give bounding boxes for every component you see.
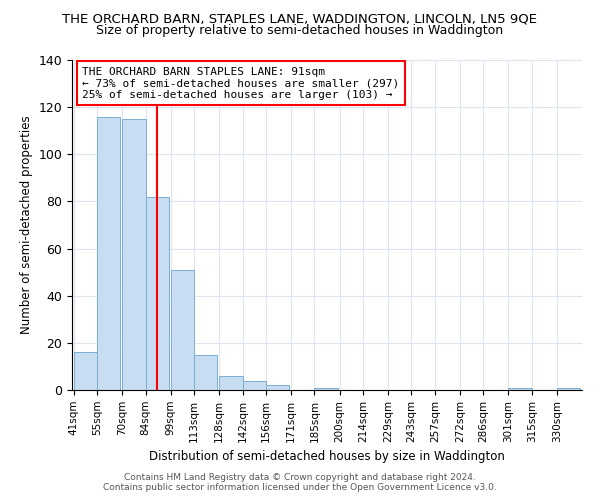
Bar (242, 380, 266, 390)
Bar (170, 270, 194, 390)
Bar (508, 388, 532, 390)
Bar (557, 388, 580, 390)
Bar (146, 196, 169, 390)
Text: Contains HM Land Registry data © Crown copyright and database right 2024.
Contai: Contains HM Land Registry data © Crown c… (103, 473, 497, 492)
Bar (97, 116, 121, 390)
Bar (266, 386, 289, 390)
Bar (314, 388, 338, 390)
Y-axis label: Number of semi-detached properties: Number of semi-detached properties (20, 116, 33, 334)
Bar (122, 119, 146, 390)
Bar (74, 352, 97, 390)
Bar (219, 376, 242, 390)
X-axis label: Distribution of semi-detached houses by size in Waddington: Distribution of semi-detached houses by … (149, 450, 505, 463)
Text: Size of property relative to semi-detached houses in Waddington: Size of property relative to semi-detach… (97, 24, 503, 37)
Text: THE ORCHARD BARN STAPLES LANE: 91sqm
← 73% of semi-detached houses are smaller (: THE ORCHARD BARN STAPLES LANE: 91sqm ← 7… (82, 66, 400, 100)
Bar (194, 354, 217, 390)
Text: THE ORCHARD BARN, STAPLES LANE, WADDINGTON, LINCOLN, LN5 9QE: THE ORCHARD BARN, STAPLES LANE, WADDINGT… (62, 12, 538, 26)
